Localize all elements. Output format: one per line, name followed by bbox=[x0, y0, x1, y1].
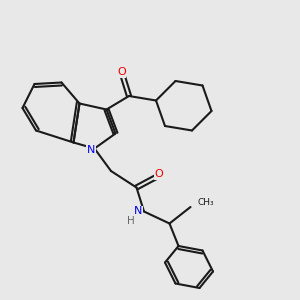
Text: CH₃: CH₃ bbox=[198, 198, 214, 207]
Text: N: N bbox=[87, 145, 95, 155]
Text: O: O bbox=[117, 67, 126, 77]
Text: O: O bbox=[154, 169, 164, 179]
Text: H: H bbox=[127, 215, 134, 226]
Text: N: N bbox=[134, 206, 142, 217]
